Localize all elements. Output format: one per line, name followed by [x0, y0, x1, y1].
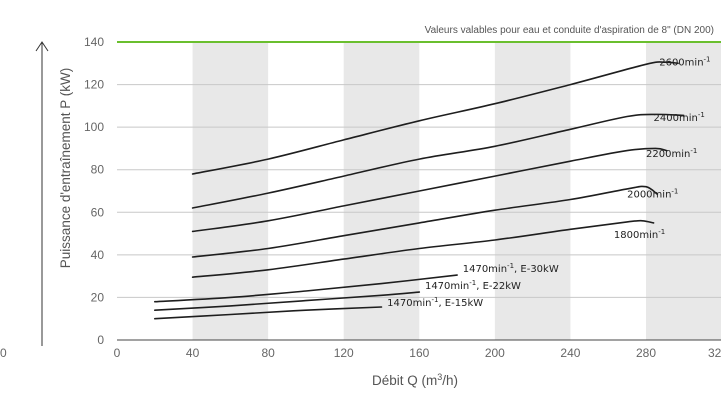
x-axis-label-end: /h) — [442, 373, 458, 388]
x-axis-label-main: Débit Q (m — [372, 373, 437, 388]
x-tick-label: 280 — [636, 346, 656, 360]
curve-s1470e30 — [154, 274, 458, 303]
y-axis-arrow-head — [35, 41, 49, 52]
curve-label-s1470e15: 1470min-1, E-15kW — [387, 296, 483, 309]
curve-s1800 — [191, 219, 655, 278]
y-tick-label: 80 — [91, 163, 105, 177]
curve-label-s1800: 1800min-1 — [614, 228, 665, 241]
curve-s1470e15 — [154, 306, 383, 320]
x-tick-label: 200 — [485, 346, 505, 360]
x-tick-label: 32 — [708, 346, 721, 360]
background-band — [646, 42, 721, 340]
y-tick-label: 60 — [91, 205, 105, 219]
curve-label-s2000: 2000min-1 — [627, 187, 678, 200]
curve-label-s2200: 2200min-1 — [646, 147, 697, 160]
y-tick-label: 140 — [84, 35, 104, 49]
tick-labels: 0 20 40 60 80 100 120 140 0 40 80 120 160 200 240 280 32 — [84, 35, 721, 360]
x-tick-label: 240 — [560, 346, 580, 360]
y-axis-title: Puissance d'entraînement P (kW) — [35, 41, 73, 346]
chart-note: Valeurs valables pour eau et conduite d'… — [425, 25, 714, 36]
x-axis-label: Débit Q (m3/h) — [372, 372, 458, 388]
curve-label-s2600: 2600min-1 — [659, 55, 710, 68]
background-band — [494, 42, 571, 340]
left-edge-tick-label: 0 — [0, 346, 7, 360]
background-band — [343, 42, 420, 340]
x-axis-label-sup: 3 — [437, 372, 442, 382]
x-tick-label: 0 — [114, 346, 121, 360]
y-axis-label: Puissance d'entraînement P (kW) — [58, 68, 73, 268]
grid-lines — [117, 41, 721, 341]
curve-label-s2400: 2400min-1 — [654, 111, 705, 124]
curve-s2000 — [191, 185, 659, 258]
curve-label-s1470e22: 1470min-1, E-22kW — [425, 279, 521, 292]
x-tick-label: 80 — [261, 346, 275, 360]
y-tick-label: 120 — [84, 78, 104, 92]
x-tick-label: 160 — [409, 346, 429, 360]
curves — [154, 61, 685, 320]
y-tick-label: 40 — [91, 248, 105, 262]
curve-s1470e22 — [154, 291, 421, 311]
background-band — [192, 42, 269, 340]
y-tick-label: 0 — [97, 333, 104, 347]
curve-label-s1470e30: 1470min-1, E-30kW — [463, 262, 559, 275]
curve-s2200 — [191, 147, 668, 233]
x-tick-label: 40 — [186, 346, 200, 360]
curve-s2600 — [191, 61, 679, 175]
curve-labels: 2600min-1 2400min-1 2200min-1 2000min-1 1800… — [387, 55, 710, 309]
y-tick-label: 100 — [84, 120, 104, 134]
x-tick-label: 120 — [334, 346, 354, 360]
curve-s2400 — [191, 113, 685, 209]
background-bands — [192, 42, 721, 340]
y-tick-label: 20 — [91, 290, 105, 304]
